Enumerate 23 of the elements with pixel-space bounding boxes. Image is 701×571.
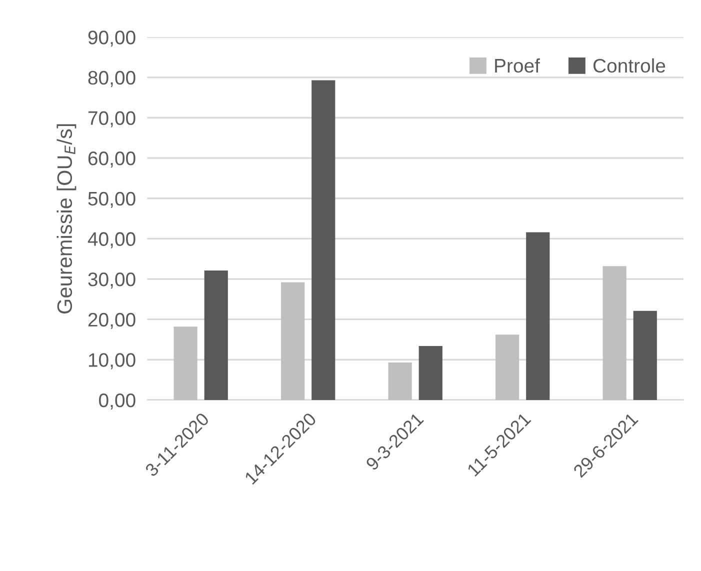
y-tick-label: 60,00 <box>88 152 136 168</box>
legend-label: Controle <box>593 58 666 73</box>
bar <box>174 326 198 400</box>
y-tick-label: 70,00 <box>88 111 136 128</box>
y-tick-label: 80,00 <box>88 70 136 87</box>
bar <box>602 266 626 400</box>
bar <box>312 80 336 400</box>
bar <box>204 270 228 400</box>
bar <box>496 334 520 400</box>
legend-label: Proef <box>495 58 540 73</box>
y-tick-label: 0,00 <box>99 393 136 410</box>
bar <box>418 346 442 400</box>
bar <box>281 282 305 400</box>
y-tick-label: 90,00 <box>88 30 136 47</box>
bar <box>633 310 657 400</box>
y-tick-label: 50,00 <box>88 192 136 208</box>
bar <box>388 362 412 400</box>
y-tick-label: 30,00 <box>88 272 136 289</box>
y-axis-title: Geuremissie [OU$_{E}$/s] <box>56 124 76 314</box>
y-tick-label: 20,00 <box>88 312 136 329</box>
bar <box>526 232 550 400</box>
y-tick-label: 40,00 <box>88 232 136 248</box>
y-tick-label: 10,00 <box>88 353 136 370</box>
